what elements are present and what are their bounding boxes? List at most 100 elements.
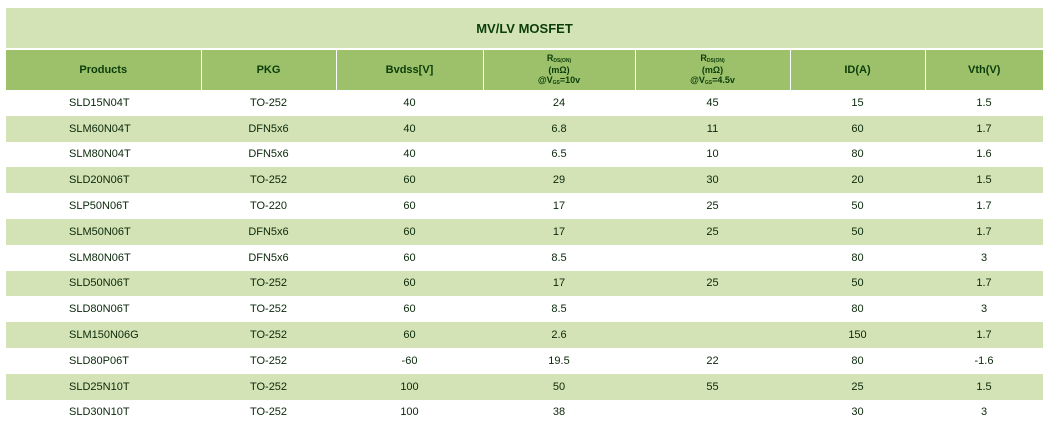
cell-rds10: 17 (483, 270, 635, 297)
cell-rds45: 45 (635, 90, 790, 116)
cell-rds45: 10 (635, 141, 790, 168)
header-bvdss: Bvdss[V] (336, 50, 484, 90)
cell-bvdss: 40 (336, 90, 483, 116)
cell-rds10: 38 (483, 399, 635, 426)
cell-rds45: 55 (635, 373, 790, 400)
cell-pkg: DFN5x6 (201, 141, 336, 168)
cell-product: SLD80N06T (6, 296, 201, 323)
cell-product: SLM80N06T (6, 244, 201, 271)
cell-rds45 (635, 399, 790, 426)
cell-id: 25 (790, 373, 925, 400)
cell-vth: 3 (925, 399, 1043, 426)
table-body: SLD15N04T TO-252 40 24 45 15 1.5 SLM60N04T DFN5x… (6, 90, 1043, 426)
cell-id: 15 (790, 90, 925, 116)
cell-id: 50 (790, 218, 925, 245)
cell-vth: 1.7 (925, 270, 1043, 297)
cell-rds10: 2.6 (483, 322, 635, 348)
cell-rds45: 25 (635, 218, 790, 245)
cell-id: 60 (790, 115, 925, 142)
cell-bvdss: 60 (336, 218, 483, 245)
cell-pkg: TO-252 (201, 322, 336, 348)
cell-pkg: TO-220 (201, 193, 336, 219)
cell-rds45 (635, 296, 790, 323)
cell-bvdss: 100 (336, 399, 483, 426)
cell-vth: 3 (925, 296, 1043, 323)
cell-pkg: TO-252 (201, 90, 336, 116)
cell-product: SLD50N06T (6, 270, 201, 297)
cell-bvdss: 60 (336, 296, 483, 323)
cell-vth: 1.6 (925, 141, 1043, 168)
cell-rds10: 17 (483, 218, 635, 245)
table-row: SLD25N10T TO-252 100 50 55 25 1.5 (6, 373, 1043, 400)
rds45-cond-subscript: GS (704, 80, 713, 86)
cell-id: 80 (790, 141, 925, 168)
cell-product: SLM60N04T (6, 115, 201, 142)
table-row: SLM60N04T DFN5x6 40 6.8 11 60 1.7 (6, 115, 1043, 142)
cell-rds45 (635, 244, 790, 271)
table-row: SLM80N04T DFN5x6 40 6.5 10 80 1.6 (6, 141, 1043, 168)
cell-product: SLM50N06T (6, 218, 201, 245)
cell-pkg: TO-252 (201, 296, 336, 323)
cell-bvdss: 60 (336, 193, 483, 219)
cell-id: 80 (790, 296, 925, 323)
cell-vth: 1.5 (925, 90, 1043, 116)
cell-id: 20 (790, 167, 925, 194)
cell-bvdss: 60 (336, 167, 483, 194)
header-rds-4.5v: RDS(ON) (mΩ) @VGS=4.5v (635, 50, 791, 90)
cell-bvdss: 60 (336, 270, 483, 297)
cell-id: 30 (790, 399, 925, 426)
table-row: SLD80N06T TO-252 60 8.5 80 3 (6, 296, 1043, 323)
rds10-symbol: R (546, 53, 554, 63)
rds10-cond-value: =10v (559, 75, 581, 85)
cell-rds10: 24 (483, 90, 635, 116)
header-rds-10v: RDS(ON) (mΩ) @VGS=10v (483, 50, 636, 90)
table-row: SLD30N10T TO-252 100 38 30 3 (6, 399, 1043, 426)
cell-product: SLM80N04T (6, 141, 201, 168)
cell-product: SLP50N06T (6, 193, 201, 219)
cell-pkg: DFN5x6 (201, 115, 336, 142)
cell-rds45 (635, 322, 790, 348)
table-row: SLD15N04T TO-252 40 24 45 15 1.5 (6, 90, 1043, 116)
cell-bvdss: 60 (336, 322, 483, 348)
table-row: SLP50N06T TO-220 60 17 25 50 1.7 (6, 193, 1043, 219)
cell-rds10: 19.5 (483, 347, 635, 374)
table-row: SLD80P06T TO-252 -60 19.5 22 80 -1.6 (6, 347, 1043, 374)
cell-vth: 1.5 (925, 373, 1043, 400)
cell-id: 150 (790, 322, 925, 348)
mosfet-table: Products PKG Bvdss[V] RDS(ON) (mΩ) @VGS=… (6, 50, 1043, 426)
cell-rds10: 50 (483, 373, 635, 400)
table-row: SLD50N06T TO-252 60 17 25 50 1.7 (6, 270, 1043, 297)
cell-rds10: 6.8 (483, 115, 635, 142)
header-id: ID(A) (790, 50, 926, 90)
header-products: Products (6, 50, 202, 90)
cell-bvdss: -60 (336, 347, 483, 374)
mosfet-table-container: MV/LV MOSFET Products PKG Bvdss[V] RDS(O… (6, 8, 1043, 426)
table-row: SLD20N06T TO-252 60 29 30 20 1.5 (6, 167, 1043, 194)
rds45-unit: (mΩ) (701, 65, 724, 75)
cell-bvdss: 100 (336, 373, 483, 400)
cell-rds10: 8.5 (483, 244, 635, 271)
cell-vth: 1.7 (925, 322, 1043, 348)
cell-vth: 1.5 (925, 167, 1043, 194)
rds10-subscript: DS(ON) (553, 58, 572, 64)
cell-rds10: 17 (483, 193, 635, 219)
cell-rds10: 6.5 (483, 141, 635, 168)
rds10-unit: (mΩ) (548, 65, 570, 75)
cell-id: 80 (790, 347, 925, 374)
rds10-cond-prefix: @V (537, 75, 553, 85)
cell-rds10: 8.5 (483, 296, 635, 323)
cell-rds10: 29 (483, 167, 635, 194)
header-vth: Vth(V) (925, 50, 1043, 90)
cell-pkg: TO-252 (201, 167, 336, 194)
table-row: SLM50N06T DFN5x6 60 17 25 50 1.7 (6, 218, 1043, 245)
cell-bvdss: 60 (336, 244, 483, 271)
rds45-subscript: DS(ON) (706, 58, 725, 64)
header-row: Products PKG Bvdss[V] RDS(ON) (mΩ) @VGS=… (6, 50, 1043, 90)
cell-rds45: 22 (635, 347, 790, 374)
cell-product: SLM150N06G (6, 322, 201, 348)
cell-id: 50 (790, 270, 925, 297)
rds45-symbol: R (700, 53, 707, 63)
header-pkg: PKG (201, 50, 337, 90)
cell-rds45: 30 (635, 167, 790, 194)
cell-pkg: TO-252 (201, 347, 336, 374)
